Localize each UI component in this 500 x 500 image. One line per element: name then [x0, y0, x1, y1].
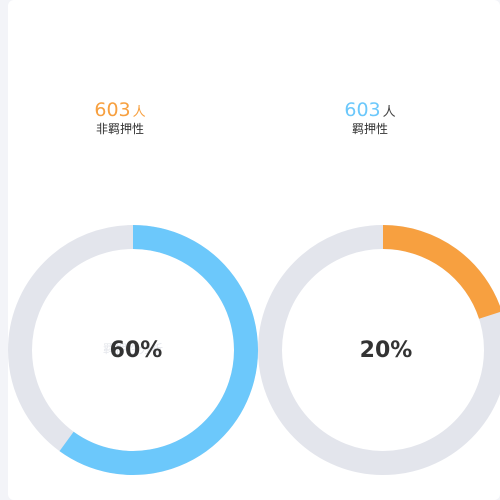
stat-non-custodial-unit: 人 [132, 105, 146, 120]
donut-arc-non-custodial [59, 225, 258, 475]
stat-custodial: 603 人 羁押性 [318, 98, 422, 136]
stat-custodial-label: 羁押性 [351, 122, 388, 136]
stat-non-custodial-label: 非羁押性 [95, 122, 144, 136]
stat-non-custodial: 603 人 非羁押性 [68, 98, 172, 136]
donut-chart-custodial: 20% [258, 225, 500, 475]
stat-custodial-unit: 人 [382, 105, 396, 120]
stat-non-custodial-value: 603 [94, 99, 131, 121]
stat-custodial-value: 603 [344, 99, 381, 121]
donut-arc-custodial [382, 225, 500, 320]
donut-chart-non-custodial: 羁押性分析 60% [8, 225, 258, 475]
donut-center-label-non-custodial: 60% [110, 338, 163, 363]
donut-center-label-custodial: 20% [360, 338, 413, 363]
faded-caption: 羁押性分析 [103, 342, 163, 356]
